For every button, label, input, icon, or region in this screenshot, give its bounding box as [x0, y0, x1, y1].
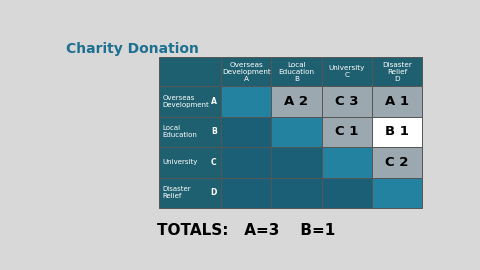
- Text: TOTALS:   A=3    B=1: TOTALS: A=3 B=1: [157, 223, 335, 238]
- Text: A 2: A 2: [285, 95, 309, 108]
- Bar: [372, 86, 422, 117]
- Bar: [159, 178, 221, 208]
- Bar: [271, 86, 322, 117]
- Bar: [159, 86, 221, 117]
- Bar: [372, 57, 422, 86]
- Bar: [159, 147, 221, 178]
- Bar: [221, 86, 271, 117]
- Bar: [372, 117, 422, 147]
- Text: Disaster
Relief
D: Disaster Relief D: [382, 62, 412, 82]
- Bar: [322, 86, 372, 117]
- Text: Charity Donation: Charity Donation: [66, 42, 199, 56]
- Bar: [322, 57, 372, 86]
- Text: B 1: B 1: [385, 126, 409, 139]
- Bar: [221, 57, 271, 86]
- Text: C 2: C 2: [385, 156, 408, 169]
- Bar: [372, 147, 422, 178]
- Text: D: D: [210, 188, 216, 197]
- Bar: [322, 117, 372, 147]
- Text: Disaster
Relief: Disaster Relief: [162, 186, 191, 199]
- Text: Local
Education
B: Local Education B: [278, 62, 314, 82]
- Bar: [221, 178, 271, 208]
- Bar: [221, 117, 271, 147]
- Bar: [322, 178, 372, 208]
- Bar: [322, 147, 372, 178]
- Bar: [372, 178, 422, 208]
- Bar: [159, 117, 221, 147]
- Text: University: University: [162, 159, 198, 165]
- Text: C 3: C 3: [335, 95, 359, 108]
- Text: C: C: [211, 158, 216, 167]
- Text: A 1: A 1: [385, 95, 409, 108]
- Bar: [159, 57, 221, 86]
- Text: Overseas
Development: Overseas Development: [162, 95, 209, 108]
- Bar: [271, 147, 322, 178]
- Text: University
C: University C: [328, 65, 365, 78]
- Bar: [271, 57, 322, 86]
- Text: B: B: [211, 127, 216, 136]
- Text: C 1: C 1: [335, 126, 359, 139]
- Bar: [221, 147, 271, 178]
- Text: Overseas
Development
A: Overseas Development A: [222, 62, 271, 82]
- Text: A: A: [211, 97, 216, 106]
- Bar: [271, 117, 322, 147]
- Bar: [271, 178, 322, 208]
- Text: Local
Education: Local Education: [162, 126, 197, 139]
